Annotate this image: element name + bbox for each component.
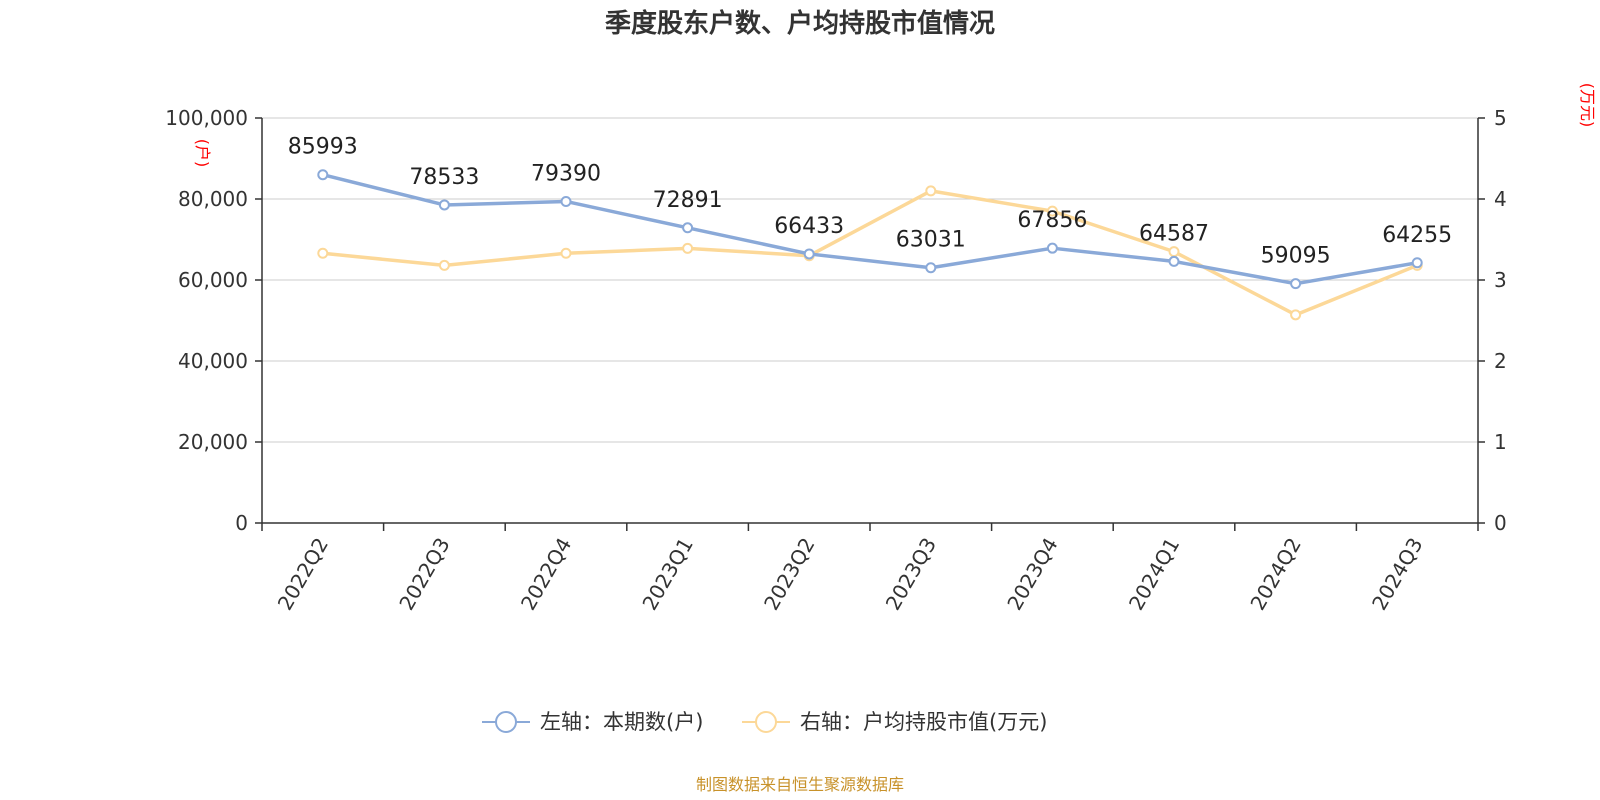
data-point (560, 195, 572, 207)
data-label: 63031 (896, 228, 966, 253)
data-label: 72891 (653, 188, 723, 213)
right-axis-ticks: 0 1 2 3 4 5 (1494, 106, 1507, 535)
right-tick-label: 4 (1494, 187, 1507, 211)
x-axis-ticks: 2022Q2 2022Q3 2022Q4 2023Q1 2023Q2 2023Q3 2023… (273, 534, 1428, 615)
left-axis-ticks: 0 20,000 40,000 60,000 80,000 100,000 (165, 106, 248, 535)
series-avg-market-value (317, 185, 1423, 321)
series-line (322, 189, 1418, 317)
data-point (1046, 242, 1058, 254)
data-point (560, 247, 572, 259)
data-label: 78533 (409, 165, 479, 190)
x-tick-label: 2024Q2 (1245, 534, 1305, 615)
legend-item[interactable]: 右轴：户均持股市值(万元) (742, 710, 1047, 734)
axes (255, 117, 1485, 531)
right-tick-label: 2 (1494, 349, 1507, 373)
series-shareholder-count (317, 169, 1423, 290)
data-point (925, 262, 937, 274)
data-label: 59095 (1261, 244, 1331, 269)
data-point (803, 248, 815, 260)
data-label: 64255 (1382, 223, 1452, 248)
data-point (1290, 309, 1302, 321)
data-labels: 85993 78533 79390 72891 66433 63031 67856 64587… (288, 135, 1452, 269)
legend-marker (495, 711, 517, 733)
left-tick-label: 60,000 (178, 268, 248, 292)
data-label: 85993 (288, 135, 358, 160)
right-tick-label: 3 (1494, 268, 1507, 292)
data-point (317, 169, 329, 181)
data-point (1046, 205, 1058, 217)
left-tick-label: 100,000 (165, 106, 248, 130)
legend-label: 左轴：本期数(户) (540, 710, 703, 734)
x-tick-label: 2024Q1 (1124, 534, 1184, 615)
data-point (1411, 257, 1423, 269)
x-tick-label: 2022Q3 (394, 534, 454, 615)
left-tick-label: 40,000 (178, 349, 248, 373)
right-axis-unit: (万元) (1578, 83, 1597, 128)
left-tick-label: 0 (235, 511, 248, 535)
data-label: 67856 (1017, 208, 1087, 233)
left-axis-unit: (户) (193, 139, 212, 168)
data-point (682, 242, 694, 254)
grid-lines (262, 117, 1478, 443)
source-note: 制图数据来自恒生聚源数据库 (696, 775, 904, 794)
legend[interactable]: 左轴：本期数(户) 右轴：户均持股市值(万元) (482, 710, 1047, 734)
legend-item[interactable]: 左轴：本期数(户) (482, 710, 703, 734)
x-tick-label: 2023Q2 (759, 534, 819, 615)
right-tick-label: 1 (1494, 430, 1507, 454)
left-tick-label: 80,000 (178, 187, 248, 211)
series-line (322, 173, 1418, 286)
chart-title: 季度股东户数、户均持股市值情况 (605, 8, 995, 39)
data-point (925, 185, 937, 197)
legend-marker (755, 711, 777, 733)
data-point (1168, 246, 1180, 258)
right-tick-label: 5 (1494, 106, 1507, 130)
data-label: 66433 (774, 214, 844, 239)
right-tick-label: 0 (1494, 511, 1507, 535)
x-tick-label: 2022Q2 (273, 534, 333, 615)
x-tick-label: 2023Q4 (1002, 534, 1062, 615)
x-tick-label: 2024Q3 (1367, 534, 1427, 615)
x-tick-label: 2022Q4 (516, 534, 576, 615)
legend-label: 右轴：户均持股市值(万元) (800, 710, 1047, 734)
data-point (438, 259, 450, 271)
x-tick-label: 2023Q3 (881, 534, 941, 615)
left-tick-label: 20,000 (178, 430, 248, 454)
x-tick-label: 2023Q1 (637, 534, 697, 615)
data-point (438, 199, 450, 211)
data-point (317, 247, 329, 259)
data-point (682, 222, 694, 234)
data-point (1168, 255, 1180, 267)
data-point (1290, 278, 1302, 290)
data-label: 64587 (1139, 221, 1209, 246)
data-label: 79390 (531, 161, 601, 186)
